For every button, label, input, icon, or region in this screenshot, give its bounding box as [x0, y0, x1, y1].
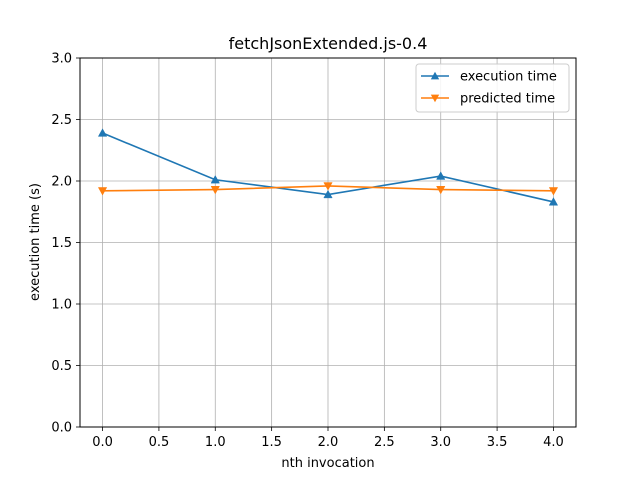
execution-time-point — [548, 197, 559, 206]
legend-label-execution-time: execution time — [460, 70, 557, 85]
legend-label-predicted-time: predicted time — [460, 92, 555, 107]
x-tick-label: 2.5 — [374, 435, 395, 450]
predicted-time-point — [436, 186, 446, 195]
y-tick-label: 0.0 — [51, 421, 72, 436]
x-tick-label: 3.5 — [487, 435, 508, 450]
legend-marker-predicted-time — [430, 94, 440, 103]
y-tick-label: 2.5 — [51, 113, 72, 128]
y-tick-label: 1.5 — [51, 236, 72, 251]
predicted-time-point — [323, 182, 333, 191]
legend-box — [415, 63, 570, 113]
predicted-time-point — [97, 187, 108, 196]
execution-time-point — [210, 175, 220, 184]
x-axis-label: nth invocation — [281, 456, 374, 471]
x-tick-label: 4.0 — [543, 435, 564, 450]
y-tick-label: 1.0 — [51, 298, 72, 313]
legend: execution time predicted time — [415, 63, 570, 113]
axis-ticks: 0.0 0.5 1.0 1.5 2.0 2.5 3.0 3.5 4.0 0.0 0.5 1.0 1.5 2… — [51, 52, 563, 451]
series-group — [97, 128, 559, 206]
y-tick-label: 3.0 — [51, 52, 72, 67]
execution-time-point — [436, 171, 446, 180]
predicted-time-point — [548, 187, 559, 196]
x-tick-label: 3.0 — [430, 435, 451, 450]
y-tick-label: 2.0 — [51, 175, 72, 190]
legend-marker-execution-time — [430, 71, 440, 80]
x-tick-label: 1.5 — [261, 435, 282, 450]
predicted-time-point — [210, 186, 220, 195]
x-tick-label: 0.5 — [149, 435, 170, 450]
execution-time-point — [323, 189, 333, 199]
x-tick-label: 0.0 — [92, 435, 113, 450]
execution-time-point — [97, 128, 108, 137]
y-tick-label: 0.5 — [51, 359, 72, 374]
y-axis-label: execution time (s) — [28, 183, 43, 301]
x-tick-label: 1.0 — [205, 435, 226, 450]
chart-title: fetchJsonExtended.js-0.4 — [229, 34, 428, 53]
x-tick-label: 2.0 — [318, 435, 339, 450]
